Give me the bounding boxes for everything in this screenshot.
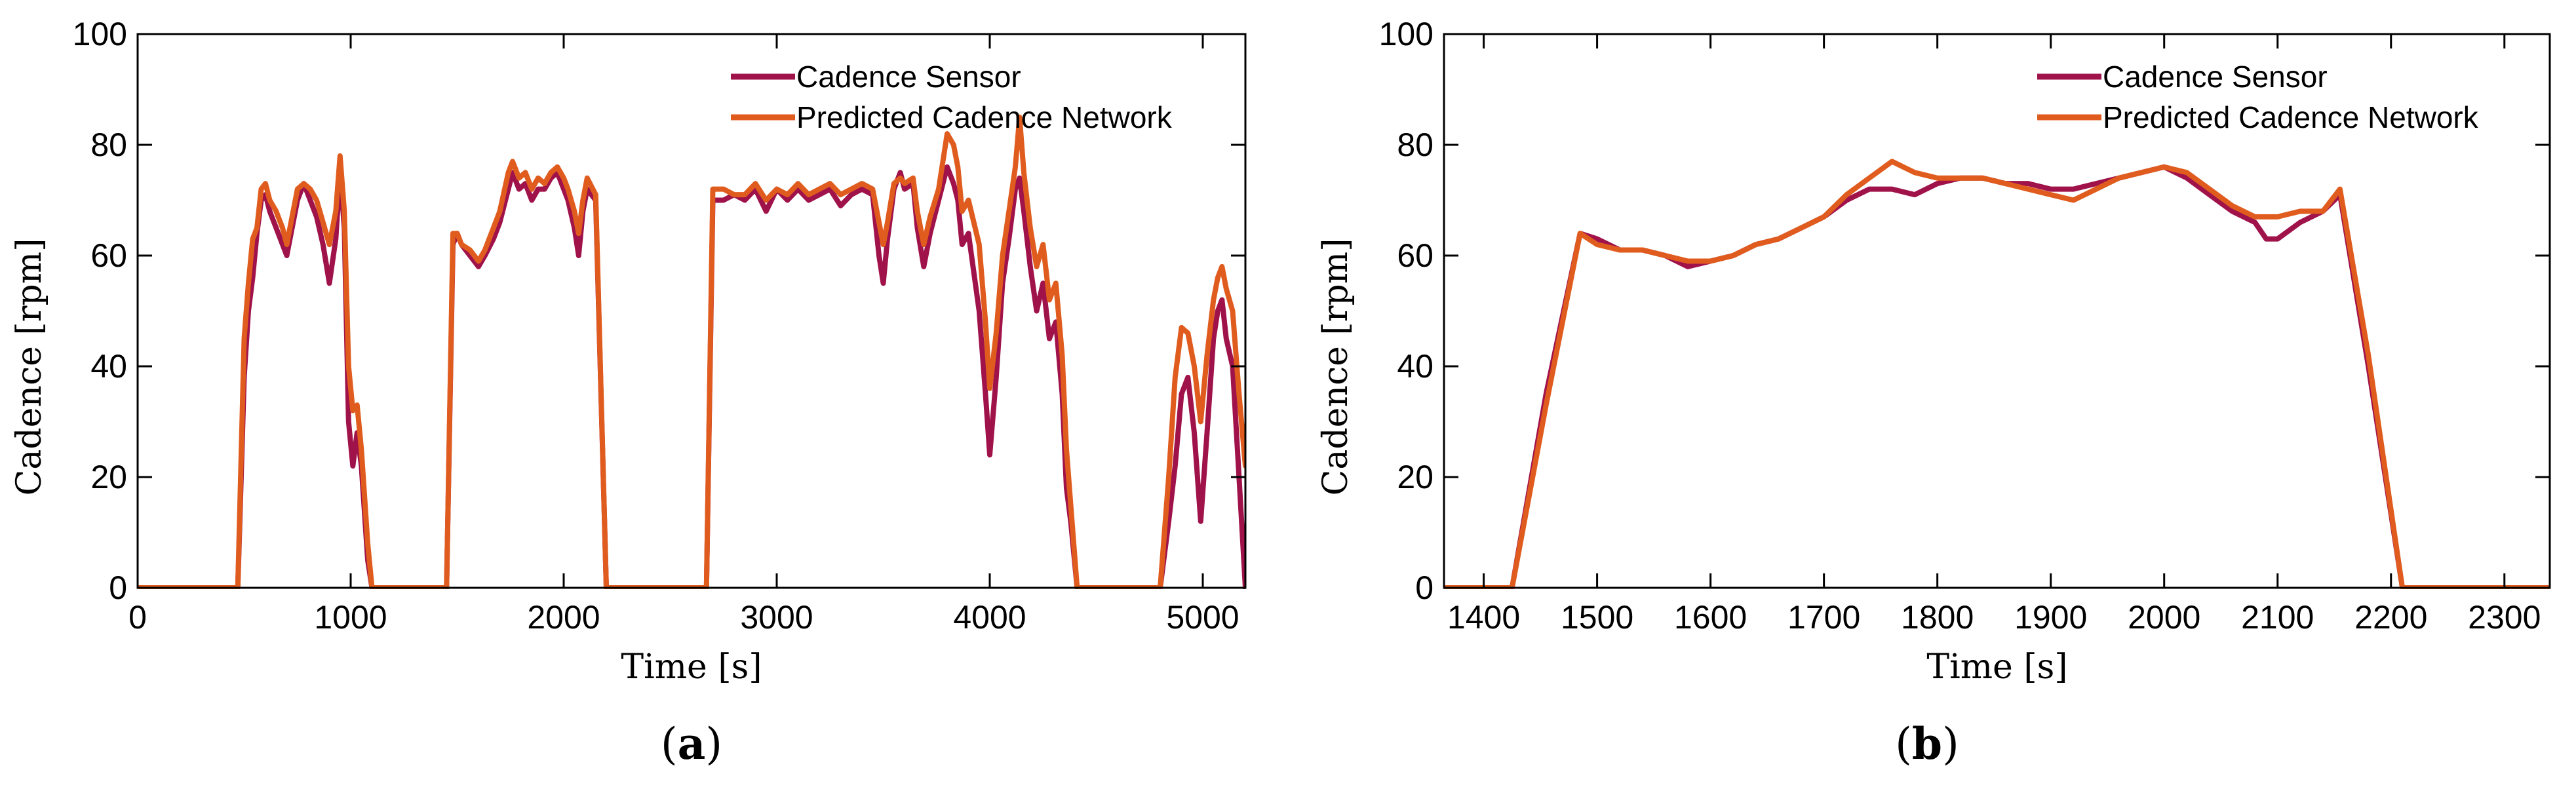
y-tick-label-a-1: 20 [90,459,127,495]
y-tick-label-a-4: 80 [90,126,127,163]
y-tick-label-a-2: 40 [90,348,127,385]
x-tick-label-b-6: 2000 [2128,599,2200,636]
x-tick-label-b-1: 1500 [1561,599,1633,636]
panel-b: Cadence [rpm] Time [s] (b) 1400 1500 1600 1… [1316,16,2551,769]
y-tick-label-b-0: 0 [1415,569,1434,606]
x-tick-label-a-5: 5000 [1166,599,1239,636]
plot-frame-b [1443,33,2551,589]
x-tick-label-b-3: 1700 [1787,599,1860,636]
series-line-b-sensor [1444,164,2550,589]
legend-label-a-1: Predicted Cadence Network [796,100,1173,134]
plot-frame-a [136,33,1247,589]
series-line-b-predicted [1444,159,2550,589]
x-tick-label-b-5: 1900 [2014,599,2087,636]
ylabel-b: Cadence [rpm] [1316,239,1356,496]
panel-a: Cadence [rpm] Time [s] (a) 0 1000 2000 3000… [10,16,1247,769]
legend-label-b-1: Predicted Cadence Network [2103,100,2479,134]
x-tick-label-b-4: 1800 [1901,599,1974,636]
caption-a: (a) [661,718,722,769]
y-tick-label-a-3: 60 [90,237,127,274]
x-tick-label-a-1: 1000 [314,599,387,636]
x-tick-label-b-2: 1600 [1674,599,1747,636]
xlabel-a: Time [s] [621,647,762,687]
y-tick-label-a-0: 0 [109,569,127,606]
x-tick-label-a-3: 3000 [740,599,813,636]
legend-label-b-0: Cadence Sensor [2103,60,2328,94]
y-tick-label-b-5: 100 [1379,16,1434,52]
series-line-a-sensor [138,164,1245,589]
series-line-a-predicted [138,114,1245,589]
caption-b: (b) [1895,718,1959,769]
x-tick-label-a-2: 2000 [527,599,600,636]
x-tick-label-a-4: 4000 [953,599,1026,636]
legend-label-a-0: Cadence Sensor [796,60,1021,94]
xlabel-b: Time [s] [1926,647,2067,687]
x-tick-label-b-8: 2200 [2354,599,2427,636]
x-tick-label-b-7: 2100 [2241,599,2314,636]
y-tick-label-a-5: 100 [73,16,127,52]
x-tick-label-b-9: 2300 [2468,599,2541,636]
x-tick-label-a-0: 0 [128,599,147,636]
y-tick-label-b-3: 60 [1397,237,1434,274]
ylabel-a: Cadence [rpm] [10,239,49,496]
x-tick-label-b-0: 1400 [1447,599,1520,636]
y-tick-label-b-2: 40 [1397,348,1434,385]
y-tick-label-b-1: 20 [1397,459,1434,495]
y-tick-label-b-4: 80 [1397,126,1434,163]
